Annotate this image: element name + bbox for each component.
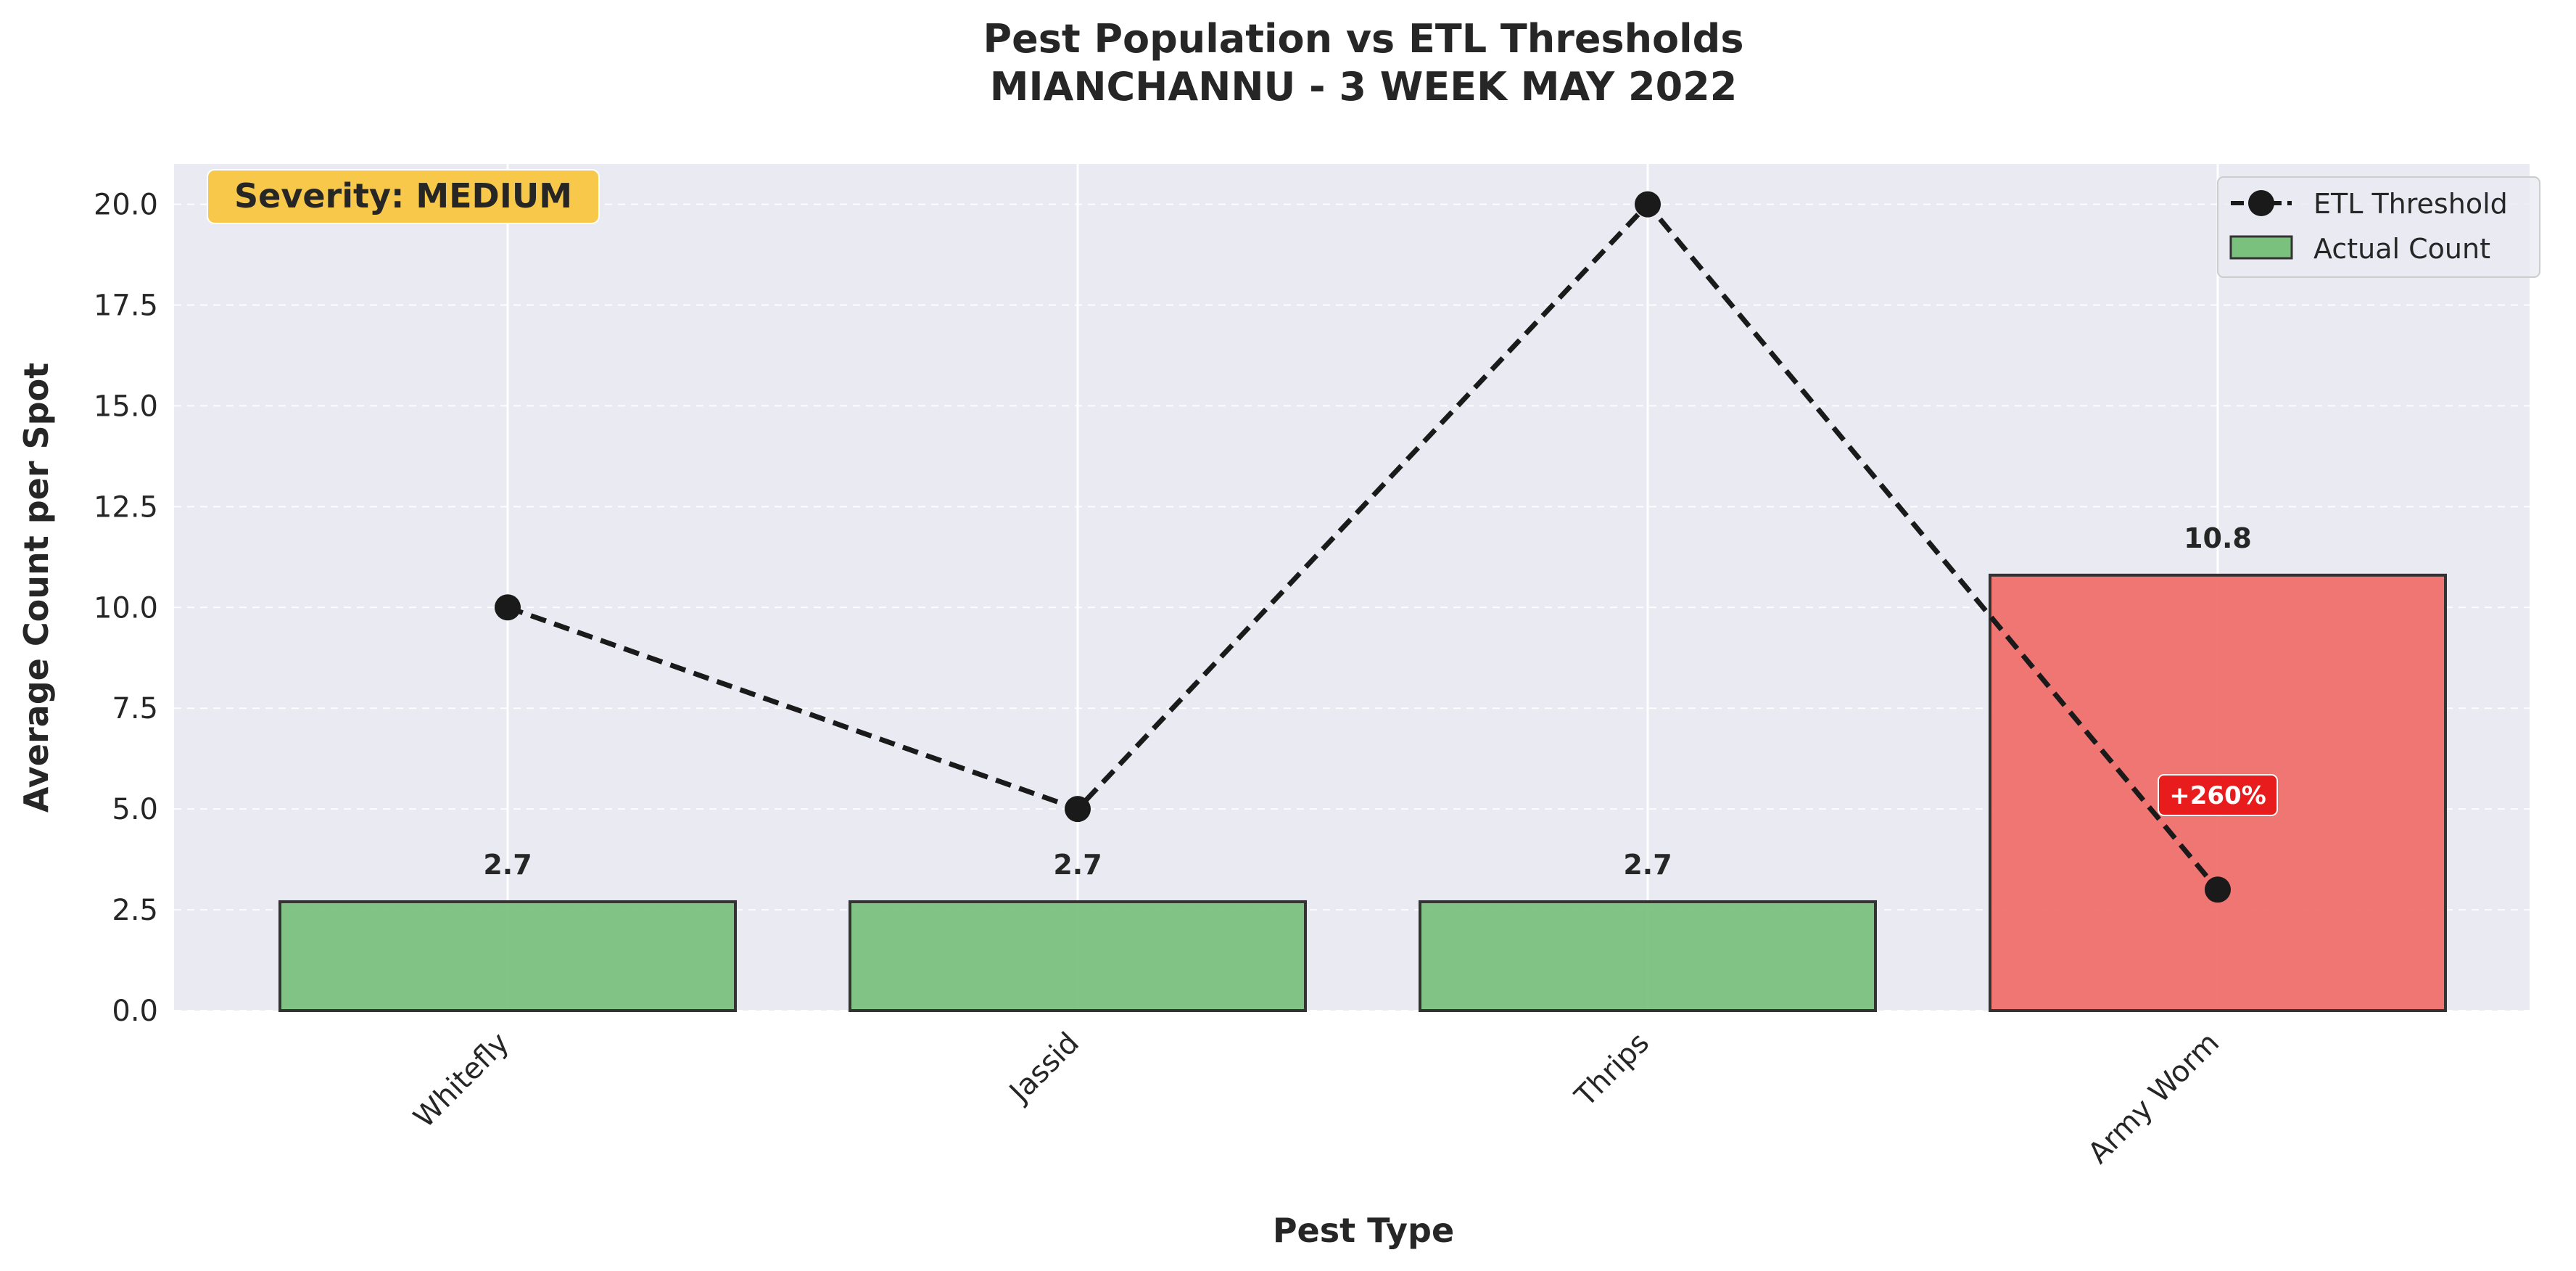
x-tick-label: Jassid <box>1002 1027 1086 1111</box>
severity-badge: Severity: MEDIUM <box>207 169 600 224</box>
legend-item-actual: Actual Count <box>2313 233 2490 265</box>
y-axis-ticks: 0.0 2.5 5.0 7.5 10.0 12.5 15.0 17.5 20.0 <box>94 189 158 1028</box>
bar <box>849 900 1307 1013</box>
legend-bar-swatch <box>2229 235 2293 260</box>
legend-frame <box>2217 176 2540 278</box>
y-tick-label: 20.0 <box>94 189 158 222</box>
bar <box>1419 900 1877 1013</box>
bar-value-label: 2.7 <box>1623 849 1672 881</box>
bar-value-labels: 2.7 2.7 2.7 10.8 <box>483 522 2252 881</box>
severity-text: Severity: MEDIUM <box>234 176 572 215</box>
bar-value-label: 2.7 <box>1053 849 1102 881</box>
bar <box>278 900 737 1013</box>
x-axis-ticks: Whitefly Jassid Thrips Army Worm <box>408 1027 2226 1171</box>
exceedance-badge: +260% <box>2158 774 2278 816</box>
etl-point <box>2205 876 2231 903</box>
y-tick-label: 0.0 <box>112 995 158 1028</box>
legend: ETL Threshold Actual Count <box>2217 176 2540 278</box>
chart-title-line2: MIANCHANNU - 3 WEEK MAY 2022 <box>990 64 1738 110</box>
y-tick-label: 2.5 <box>112 894 158 927</box>
y-tick-label: 10.0 <box>94 591 158 625</box>
bar-value-label: 2.7 <box>483 849 532 881</box>
y-tick-label: 15.0 <box>94 390 158 423</box>
etl-line-path <box>506 200 2220 892</box>
legend-marker-swatch <box>2248 190 2274 216</box>
chart-title-line1: Pest Population vs ETL Thresholds <box>983 16 1744 62</box>
exceedance-text: +260% <box>2169 781 2266 810</box>
etl-threshold-line <box>495 191 2231 903</box>
x-tick-label: Army Worm <box>2081 1027 2226 1171</box>
x-axis-label: Pest Type <box>1273 1211 1454 1250</box>
x-tick-label: Thrips <box>1568 1027 1656 1114</box>
y-tick-label: 17.5 <box>94 289 158 323</box>
x-tick-label: Whitefly <box>408 1027 516 1135</box>
etl-point <box>1635 191 1661 218</box>
y-axis-label: Average Count per Spot <box>17 363 56 813</box>
etl-point <box>1065 796 1091 823</box>
y-tick-label: 12.5 <box>94 490 158 524</box>
y-tick-label: 7.5 <box>112 692 158 725</box>
etl-point <box>495 594 521 621</box>
y-tick-label: 5.0 <box>112 793 158 826</box>
legend-item-etl: ETL Threshold <box>2313 188 2508 220</box>
bar-value-label: 10.8 <box>2184 522 2252 554</box>
